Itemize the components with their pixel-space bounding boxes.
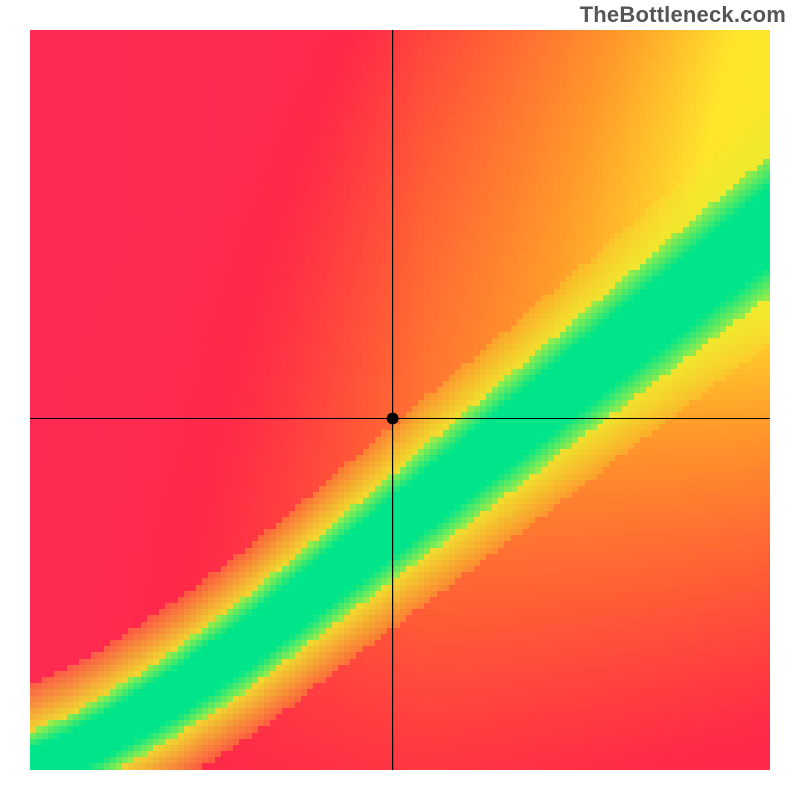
watermark-text: TheBottleneck.com	[580, 2, 786, 28]
bottleneck-heatmap	[30, 30, 770, 770]
root-container: TheBottleneck.com	[0, 0, 800, 800]
plot-area	[30, 30, 770, 770]
